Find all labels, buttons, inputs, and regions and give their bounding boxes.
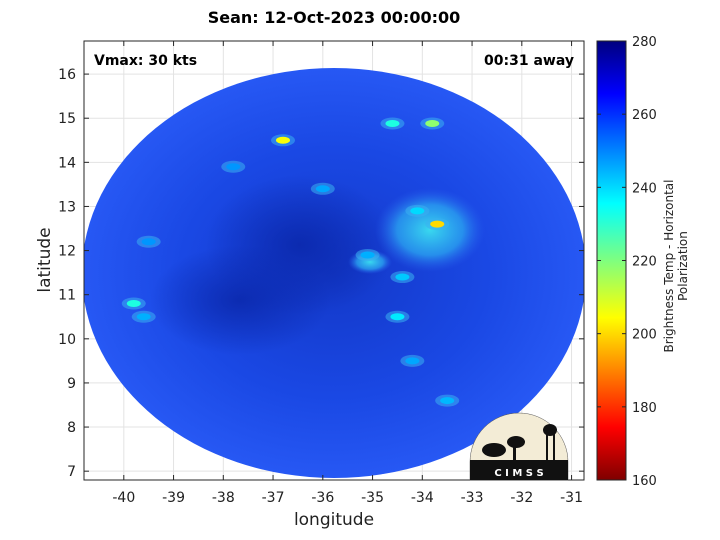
vmax-label: Vmax: 30 kts — [94, 53, 198, 69]
band-cell — [385, 120, 400, 128]
x-tick-label: -37 — [262, 490, 285, 506]
convective-bands — [121, 117, 460, 407]
chart-title: Sean: 12-Oct-2023 00:00:00 — [207, 8, 461, 27]
band-cell — [360, 251, 375, 259]
y-tick-label: 7 — [67, 464, 76, 480]
colorbar-tick-label: 240 — [632, 181, 657, 196]
axes-frame — [83, 40, 585, 481]
y-tick-label: 12 — [58, 244, 76, 260]
y-tick-label: 14 — [58, 155, 76, 171]
y-tick-label: 8 — [67, 420, 76, 436]
band-cell — [276, 136, 291, 144]
x-tick-label: -33 — [461, 490, 484, 506]
time-away-label: 00:31 away — [484, 53, 574, 69]
scan-swath — [84, 68, 584, 478]
cimss-logo: C I M S S — [469, 412, 569, 481]
x-tick-label: -39 — [162, 490, 185, 506]
band-cell — [141, 238, 156, 246]
cyan-region-east — [375, 188, 485, 272]
y-tick-label: 10 — [58, 332, 76, 348]
band-cell — [440, 397, 455, 405]
colorbar-tick-label: 160 — [632, 474, 657, 489]
x-tick-label: -31 — [560, 490, 583, 506]
band-cell — [136, 313, 151, 321]
logo-text: C I M S S — [494, 468, 543, 479]
band-cell — [390, 313, 405, 321]
colorbar — [596, 40, 627, 481]
x-tick-label: -32 — [510, 490, 533, 506]
band-cell — [226, 163, 241, 171]
x-tick-label: -38 — [212, 490, 235, 506]
y-tick-label: 11 — [58, 288, 76, 304]
colorbar-tick-label: 200 — [632, 328, 657, 343]
x-tick-label: -36 — [311, 490, 334, 506]
band-cell — [315, 185, 330, 193]
colorbar-tick-label: 280 — [632, 35, 657, 50]
colorbar-tick-label: 220 — [632, 255, 657, 270]
y-tick-label: 16 — [58, 67, 76, 83]
x-axis-label: longitude — [293, 510, 375, 530]
colorbar-label: Brightness Temp - Horizontal Polarizatio… — [662, 179, 690, 353]
band-cell — [395, 273, 410, 281]
band-cell — [405, 357, 420, 365]
dark-region-west — [150, 245, 330, 355]
band-cell — [410, 207, 425, 215]
band-cell — [425, 120, 440, 128]
colorbar-tick-label: 180 — [632, 401, 657, 416]
y-axis-label: latitude — [35, 227, 55, 293]
y-axis-ticks: 7 8 9 10 11 12 13 14 15 16 — [58, 67, 584, 480]
y-tick-label: 15 — [58, 111, 76, 127]
band-cell — [430, 220, 445, 228]
x-tick-label: -40 — [112, 490, 135, 506]
y-tick-label: 13 — [58, 199, 76, 215]
colorbar-tick-label: 260 — [632, 108, 657, 123]
colorbar-ticks: 160 180 200 220 240 260 280 — [597, 35, 657, 489]
band-cell — [126, 300, 141, 308]
y-tick-label: 9 — [67, 376, 76, 392]
x-axis-ticks: -40 -39 -38 -37 -36 -35 -34 -33 -32 -31 — [112, 41, 583, 506]
x-tick-label: -34 — [411, 490, 434, 506]
x-tick-label: -35 — [361, 490, 384, 506]
